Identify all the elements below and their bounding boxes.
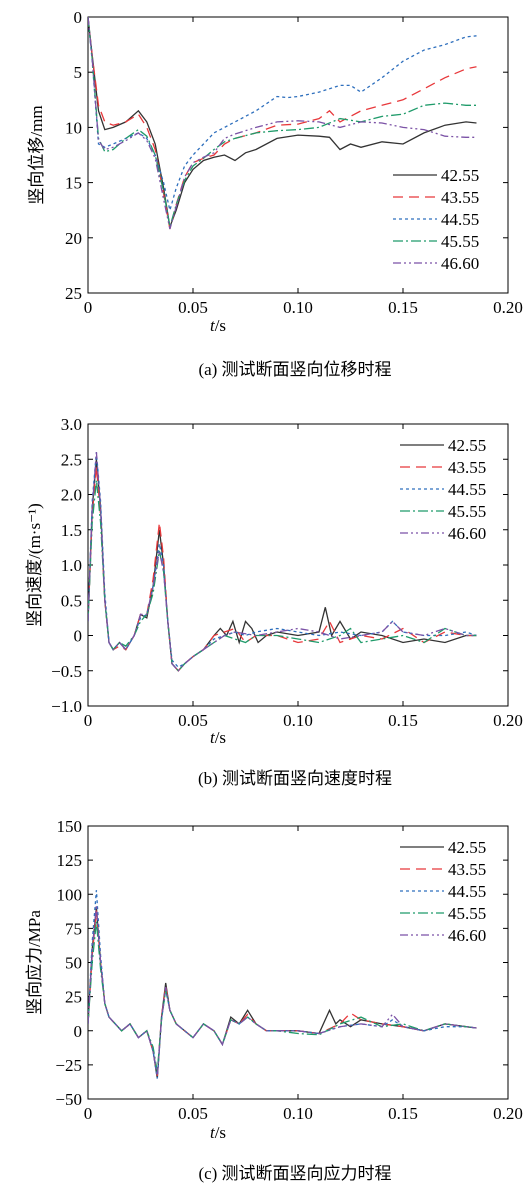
x-tick-label: 0 <box>84 1104 93 1123</box>
x-tick-label: 0.20 <box>493 1104 523 1123</box>
y-tick-label: 3.0 <box>61 415 82 434</box>
series-line-45.55 <box>88 480 477 672</box>
series-line-43.55 <box>88 910 477 1076</box>
x-tick-label: 0 <box>84 711 93 730</box>
x-tick-label: 0.05 <box>178 298 208 317</box>
legend-label: 43.55 <box>441 188 479 207</box>
series-line-46.60 <box>88 905 477 1076</box>
legend-label: 44.55 <box>441 210 479 229</box>
legend-label: 45.55 <box>448 904 486 923</box>
y-axis-label: 竖向速度/(m·s⁻¹) <box>25 503 44 627</box>
x-axis-label: t/s <box>210 728 226 747</box>
series-line-46.60 <box>88 17 477 230</box>
panel-caption: (c) 测试断面竖向应力时程 <box>198 1164 391 1183</box>
series-line-45.55 <box>88 17 477 227</box>
y-tick-label: −1.0 <box>51 697 82 716</box>
plot-frame <box>87 16 509 294</box>
x-axis-label: t/s <box>210 1123 226 1142</box>
y-tick-label: −0.5 <box>51 662 82 681</box>
plot-frame <box>87 825 509 1100</box>
panel-caption: (b) 测试断面竖向速度时程 <box>198 769 392 788</box>
chart-panel-1: 0 0.05 0.10 0.15 0.20 −1.0 −0.5 0 0.5 1.0 1.5 2.0 2.… <box>25 415 523 788</box>
x-tick-label: 0.05 <box>178 1104 208 1123</box>
x-tick-label: 0.10 <box>283 711 313 730</box>
legend-label: 43.55 <box>448 860 486 879</box>
legend-label: 44.55 <box>448 882 486 901</box>
y-tick-label: 2.5 <box>61 450 82 469</box>
y-tick-label: 0 <box>74 8 83 27</box>
series-line-44.55 <box>88 890 477 1079</box>
y-tick-label: 0.5 <box>61 591 82 610</box>
legend-label: 42.55 <box>448 436 486 455</box>
y-tick-label: 1.5 <box>61 521 82 540</box>
series-line-42.55 <box>88 459 477 672</box>
y-tick-label: −25 <box>55 1056 82 1075</box>
x-tick-label: 0.15 <box>388 1104 418 1123</box>
chart-panel-2: 0 0.05 0.10 0.15 0.20 −50 −25 0 25 50 75 100 125 150 4… <box>25 817 523 1183</box>
x-tick-label: 0 <box>84 298 93 317</box>
y-tick-label: 150 <box>57 817 83 836</box>
y-tick-label: 125 <box>57 851 83 870</box>
y-tick-label: 2.0 <box>61 486 82 505</box>
plot-frame <box>87 423 509 707</box>
series-line-43.55 <box>88 17 477 230</box>
y-tick-label: 20 <box>65 229 82 248</box>
series-line-42.55 <box>88 17 477 230</box>
legend-label: 46.60 <box>448 524 486 543</box>
y-axis-label: 竖向位移/mm <box>27 105 46 204</box>
series-line-44.55 <box>88 17 477 211</box>
legend-label: 42.55 <box>441 166 479 185</box>
x-tick-label: 0.20 <box>493 711 523 730</box>
series-line-45.55 <box>88 921 477 1072</box>
x-tick-label: 0.05 <box>178 711 208 730</box>
y-tick-label: 5 <box>74 63 83 82</box>
y-tick-label: 100 <box>57 885 83 904</box>
x-tick-label: 0.10 <box>283 1104 313 1123</box>
x-tick-label: 0.20 <box>493 298 523 317</box>
x-axis-label: t/s <box>210 316 226 335</box>
x-tick-label: 0.15 <box>388 298 418 317</box>
legend-label: 44.55 <box>448 480 486 499</box>
y-tick-label: 0 <box>74 627 83 646</box>
y-axis-label: 竖向应力/MPa <box>25 910 44 1015</box>
y-tick-label: −50 <box>55 1090 82 1109</box>
legend-label: 45.55 <box>441 232 479 251</box>
legend-label: 46.60 <box>448 926 486 945</box>
y-tick-label: 25 <box>65 988 82 1007</box>
x-tick-label: 0.10 <box>283 298 313 317</box>
y-tick-label: 25 <box>65 284 82 303</box>
series-line-46.60 <box>88 452 477 672</box>
x-tick-label: 0.15 <box>388 711 418 730</box>
y-tick-label: 10 <box>65 118 82 137</box>
y-tick-label: 0 <box>74 1022 83 1041</box>
legend-label: 42.55 <box>448 838 486 857</box>
y-tick-label: 75 <box>65 919 82 938</box>
legend-label: 43.55 <box>448 458 486 477</box>
panel-caption: (a) 测试断面竖向位移时程 <box>198 360 391 379</box>
chart-panel-0: 0 0.05 0.10 0.15 0.20 0 5 10 15 20 25 42.55 43.55 44.… <box>27 8 523 379</box>
legend-label: 45.55 <box>448 502 486 521</box>
series-line-42.55 <box>88 907 477 1079</box>
y-tick-label: 15 <box>65 174 82 193</box>
y-tick-label: 50 <box>65 954 82 973</box>
legend-label: 46.60 <box>441 254 479 273</box>
y-tick-label: 1.0 <box>61 556 82 575</box>
